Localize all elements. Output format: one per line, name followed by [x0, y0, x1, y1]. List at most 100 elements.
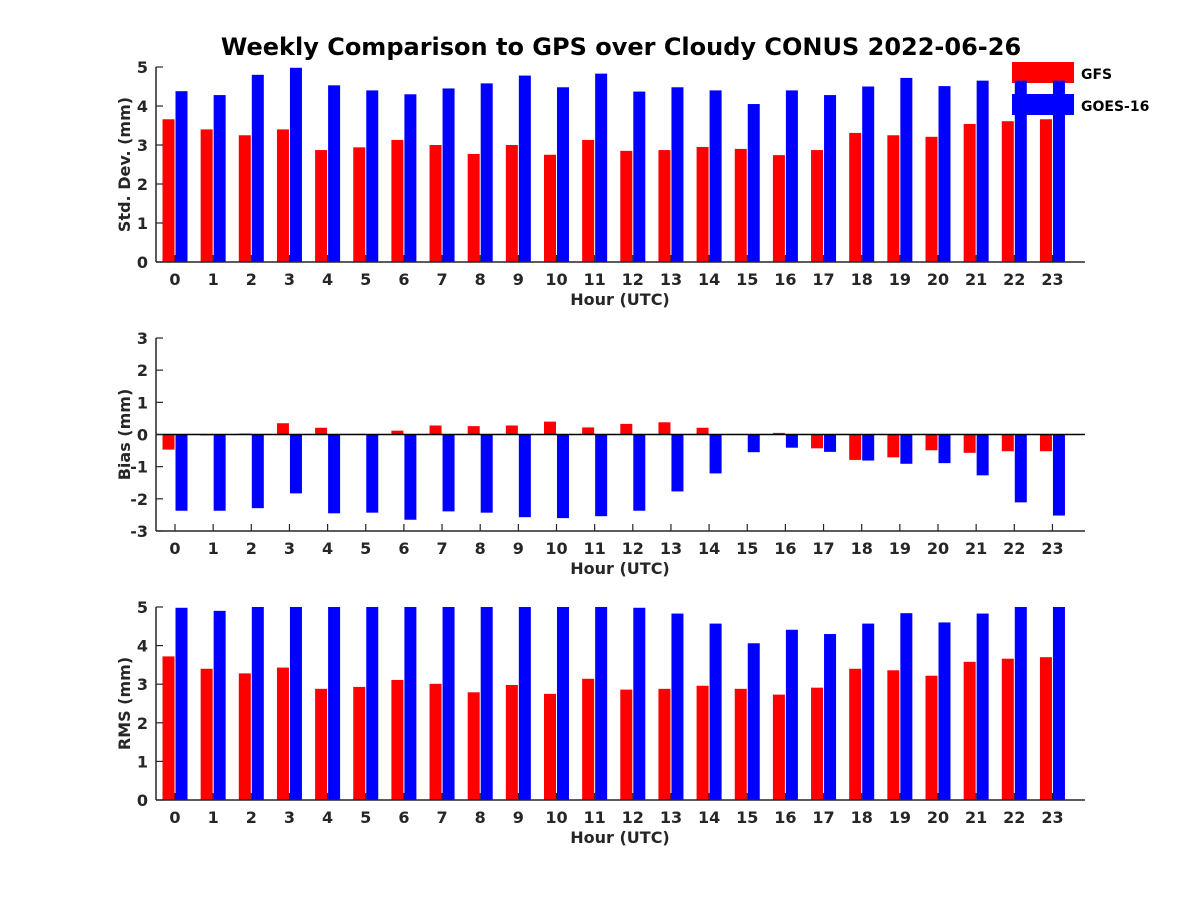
- bar-goes-13: [671, 613, 684, 800]
- y-axis-label: RMS (mm): [115, 657, 134, 750]
- bar-goes-9: [518, 434, 531, 518]
- bar-gfs-20: [925, 136, 938, 262]
- x-tick-label: 23: [1041, 539, 1063, 558]
- bar-goes-10: [557, 607, 569, 800]
- bar-goes-2: [251, 74, 264, 262]
- bar-goes-6: [404, 607, 417, 800]
- bar-gfs-12: [620, 423, 633, 435]
- x-tick-label: 0: [169, 539, 180, 558]
- x-tick-label: 9: [513, 539, 524, 558]
- bar-gfs-17: [811, 150, 824, 262]
- x-tick-label: 5: [360, 270, 371, 289]
- x-tick-label: 16: [774, 808, 796, 827]
- bar-gfs-22: [1001, 434, 1014, 452]
- x-tick-label: 15: [736, 808, 758, 827]
- bar-goes-23: [1052, 607, 1065, 800]
- y-tick-label: -2: [130, 490, 148, 509]
- bar-goes-3: [289, 434, 302, 494]
- bar-goes-19: [900, 77, 913, 262]
- bar-goes-11: [595, 607, 608, 800]
- x-tick-label: 12: [622, 270, 644, 289]
- bar-gfs-3: [276, 667, 289, 800]
- bar-goes-21: [976, 434, 989, 476]
- y-tick-label: 2: [137, 361, 148, 380]
- x-tick-label: 19: [889, 539, 911, 558]
- x-tick-label: 10: [545, 539, 567, 558]
- y-tick-label: 0: [137, 253, 148, 272]
- bar-gfs-16: [772, 694, 785, 800]
- x-tick-label: 5: [360, 539, 371, 558]
- y-tick-label: 3: [137, 136, 148, 155]
- bar-gfs-17: [811, 434, 824, 449]
- y-tick-label: 3: [137, 329, 148, 348]
- bar-goes-4: [328, 607, 341, 800]
- bar-gfs-15: [734, 148, 747, 262]
- x-tick-label: 6: [398, 270, 409, 289]
- x-tick-label: 14: [698, 808, 720, 827]
- bar-gfs-3: [276, 423, 289, 435]
- bar-gfs-14: [696, 685, 709, 800]
- x-tick-label: 22: [1003, 808, 1025, 827]
- bar-gfs-22: [1001, 121, 1014, 263]
- bar-gfs-6: [391, 139, 404, 262]
- bar-goes-20: [938, 434, 951, 464]
- bar-goes-6: [404, 434, 417, 520]
- bar-goes-0: [175, 91, 188, 263]
- bar-gfs-9: [505, 145, 518, 262]
- x-tick-label: 13: [660, 270, 682, 289]
- bar-goes-8: [480, 607, 493, 800]
- x-tick-label: 14: [698, 539, 720, 558]
- bar-gfs-7: [429, 425, 442, 435]
- bar-gfs-20: [925, 675, 938, 800]
- bar-gfs-21: [963, 123, 976, 262]
- bar-gfs-12: [620, 150, 633, 262]
- bar-gfs-7: [429, 683, 442, 800]
- x-tick-label: 15: [736, 270, 758, 289]
- bar-gfs-6: [391, 430, 404, 435]
- x-tick-label: 1: [208, 539, 219, 558]
- bar-gfs-2: [238, 135, 251, 262]
- bar-goes-3: [289, 67, 302, 262]
- bar-gfs-4: [315, 150, 328, 262]
- bar-goes-1: [213, 610, 226, 800]
- x-tick-label: 20: [927, 539, 949, 558]
- x-tick-label: 13: [660, 808, 682, 827]
- bar-goes-16: [785, 434, 798, 448]
- bar-goes-17: [824, 95, 837, 262]
- bar-gfs-3: [276, 129, 289, 262]
- bar-goes-18: [862, 86, 875, 262]
- bar-gfs-4: [315, 427, 328, 435]
- bar-goes-9: [518, 607, 531, 800]
- x-tick-label: 6: [398, 539, 409, 558]
- x-tick-label: 21: [965, 539, 987, 558]
- bar-gfs-11: [582, 678, 595, 800]
- x-tick-label: 16: [774, 270, 796, 289]
- bar-goes-20: [938, 622, 951, 800]
- bar-goes-13: [671, 434, 684, 492]
- y-tick-label: 0: [137, 426, 148, 445]
- x-tick-label: 10: [545, 270, 567, 289]
- bar-goes-5: [366, 607, 379, 800]
- bar-goes-4: [328, 434, 341, 514]
- bar-goes-13: [671, 87, 684, 262]
- y-tick-label: 0: [137, 791, 148, 810]
- y-tick-label: -3: [130, 522, 148, 541]
- bar-goes-18: [862, 623, 875, 800]
- x-tick-label: 22: [1003, 270, 1025, 289]
- bar-goes-12: [633, 607, 646, 800]
- bar-goes-23: [1052, 434, 1065, 516]
- bar-gfs-18: [849, 132, 862, 262]
- x-tick-label: 19: [889, 270, 911, 289]
- x-tick-label: 12: [622, 539, 644, 558]
- x-tick-label: 15: [736, 539, 758, 558]
- bar-goes-14: [709, 90, 722, 263]
- bar-goes-21: [976, 80, 989, 263]
- bar-gfs-13: [658, 422, 671, 435]
- bar-goes-20: [938, 86, 951, 262]
- bar-goes-3: [289, 607, 302, 800]
- bar-goes-15: [747, 434, 760, 453]
- bar-gfs-9: [505, 684, 518, 800]
